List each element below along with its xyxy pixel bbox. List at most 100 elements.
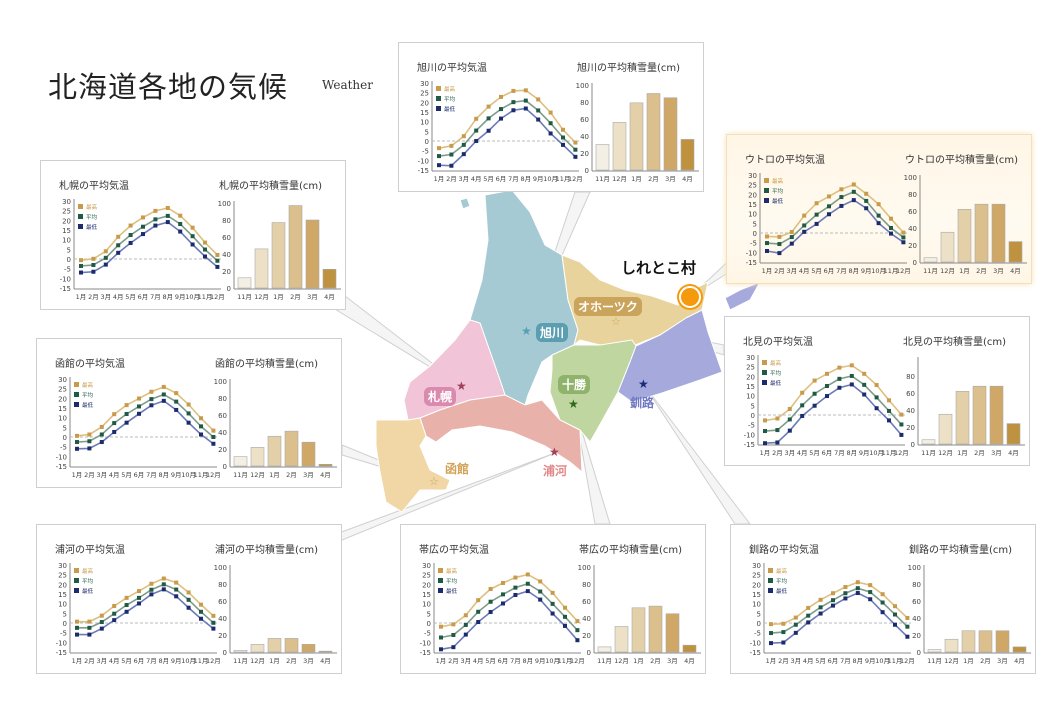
max-temp-point: [116, 234, 121, 239]
legend-swatch: [764, 178, 769, 183]
map-label-tokachi[interactable]: 十勝: [558, 375, 591, 394]
legend-label: 平均: [82, 577, 94, 585]
snow-bar: [267, 638, 282, 653]
snow-bar: [305, 219, 320, 289]
temp-x-tick: 10月: [185, 293, 200, 301]
snow-bar: [267, 435, 282, 467]
star-sapporo-icon[interactable]: ★: [456, 379, 467, 393]
min-temp-point: [575, 638, 580, 643]
temp-x-tick: 6月: [134, 471, 145, 479]
star-hakodate-icon[interactable]: ☆: [429, 475, 439, 488]
avg-temp-point: [112, 611, 117, 616]
temp-y-tick: -10: [418, 157, 429, 165]
region-kushiro[interactable]: [617, 309, 723, 403]
temp-x-tick: 8月: [162, 293, 173, 301]
avg-temp-point: [124, 411, 129, 416]
min-temp-point: [75, 632, 79, 637]
min-temp-point: [75, 446, 79, 451]
temp-x-tick: 2月: [446, 175, 457, 183]
temp-y-tick: 0: [753, 230, 757, 238]
star-tokachi-icon[interactable]: ★: [568, 397, 579, 411]
legend-label: 最高: [446, 567, 458, 575]
snow-bar: [288, 205, 303, 289]
snow-x-tick: 1月: [269, 657, 280, 665]
snow-y-tick: 20: [908, 242, 917, 250]
temp-x-tick: 1月: [76, 293, 87, 301]
snow-x-tick: 12月: [250, 657, 265, 665]
max-temp-point: [211, 428, 216, 433]
max-temp-point: [573, 140, 578, 145]
map-label-sapporo[interactable]: 札幌: [424, 387, 457, 406]
temp-x-tick: 5月: [483, 175, 494, 183]
snow-bar: [648, 605, 663, 653]
temp-x-tick: 9月: [171, 657, 182, 665]
temp-chart-title: 釧路の平均気温: [749, 545, 819, 556]
star-urakawa-icon[interactable]: ★: [549, 445, 560, 459]
snow-bar: [233, 456, 248, 467]
snow-bar: [923, 257, 938, 263]
max-temp-point: [437, 146, 441, 151]
map-label-asahikawa[interactable]: 旭川: [536, 323, 569, 342]
avg-temp-point: [486, 116, 491, 121]
map-label-okhotsk[interactable]: オホーツク: [574, 297, 642, 316]
snow-x-tick: 11月: [595, 175, 610, 183]
snow-bar: [233, 650, 248, 653]
snow-bar: [991, 203, 1006, 263]
max-temp-point: [787, 407, 792, 412]
temp-y-tick: 30: [58, 376, 67, 384]
temp-y-tick: 25: [420, 90, 429, 98]
max-temp-point: [190, 225, 195, 230]
map-label-hakodate[interactable]: 函館: [445, 462, 470, 476]
temp-y-tick: 25: [62, 208, 71, 216]
temp-x-tick: 8月: [158, 657, 169, 665]
temp-x-tick: 2月: [88, 293, 99, 301]
temp-chart-title: 帯広の平均気温: [419, 545, 489, 556]
min-temp-point: [802, 229, 807, 234]
temp-x-tick: 9月: [533, 175, 544, 183]
min-temp-point: [499, 116, 503, 121]
legend-swatch: [436, 106, 441, 111]
avg-temp-point: [777, 242, 782, 247]
region-urakawa[interactable]: [419, 394, 583, 474]
region-hakodate[interactable]: [375, 417, 451, 513]
temp-x-tick: 12月: [896, 267, 911, 275]
map-label-urakawa[interactable]: 浦河: [543, 464, 568, 478]
min-temp-point: [461, 152, 466, 157]
shiretoko-marker-icon[interactable]: [679, 286, 701, 308]
max-temp-point: [575, 619, 580, 624]
temp-y-tick: -10: [56, 639, 67, 647]
legend-swatch: [762, 370, 767, 375]
snow-y-tick: 0: [223, 463, 227, 471]
legend-swatch: [768, 588, 773, 593]
avg-temp-point: [451, 632, 456, 637]
temp-x-tick: 7月: [510, 657, 521, 665]
avg-temp-point: [843, 591, 848, 596]
avg-temp-point: [211, 435, 216, 439]
snow-y-tick: 100: [904, 174, 917, 182]
shiretoko-logo[interactable]: しれとこ村: [621, 259, 697, 277]
temp-y-tick: -10: [56, 453, 67, 461]
map-label-kushiro[interactable]: 釧路: [630, 396, 655, 410]
snow-y-tick: 0: [585, 167, 589, 175]
min-temp-point: [141, 232, 145, 237]
star-okhotsk-icon[interactable]: ☆: [611, 315, 621, 328]
legend-label: 最低: [776, 587, 788, 595]
temp-x-tick: 1月: [766, 657, 777, 665]
max-temp-point: [128, 223, 133, 228]
snow-x-tick: 2月: [286, 657, 297, 665]
avg-temp-point: [769, 631, 773, 636]
temp-x-tick: 3月: [790, 657, 801, 665]
avg-temp-point: [87, 625, 92, 630]
min-temp-point: [165, 220, 170, 225]
max-temp-point: [548, 110, 553, 115]
min-temp-point: [124, 609, 129, 614]
star-kushiro-icon[interactable]: ★: [638, 377, 649, 391]
avg-temp-point: [887, 408, 891, 413]
min-temp-point: [199, 432, 203, 437]
snow-bar: [318, 650, 333, 653]
max-temp-line: [764, 364, 903, 422]
region-tokachi[interactable]: [549, 339, 637, 443]
temp-y-tick: 25: [58, 572, 67, 580]
star-asahikawa-icon[interactable]: ★: [521, 324, 532, 338]
